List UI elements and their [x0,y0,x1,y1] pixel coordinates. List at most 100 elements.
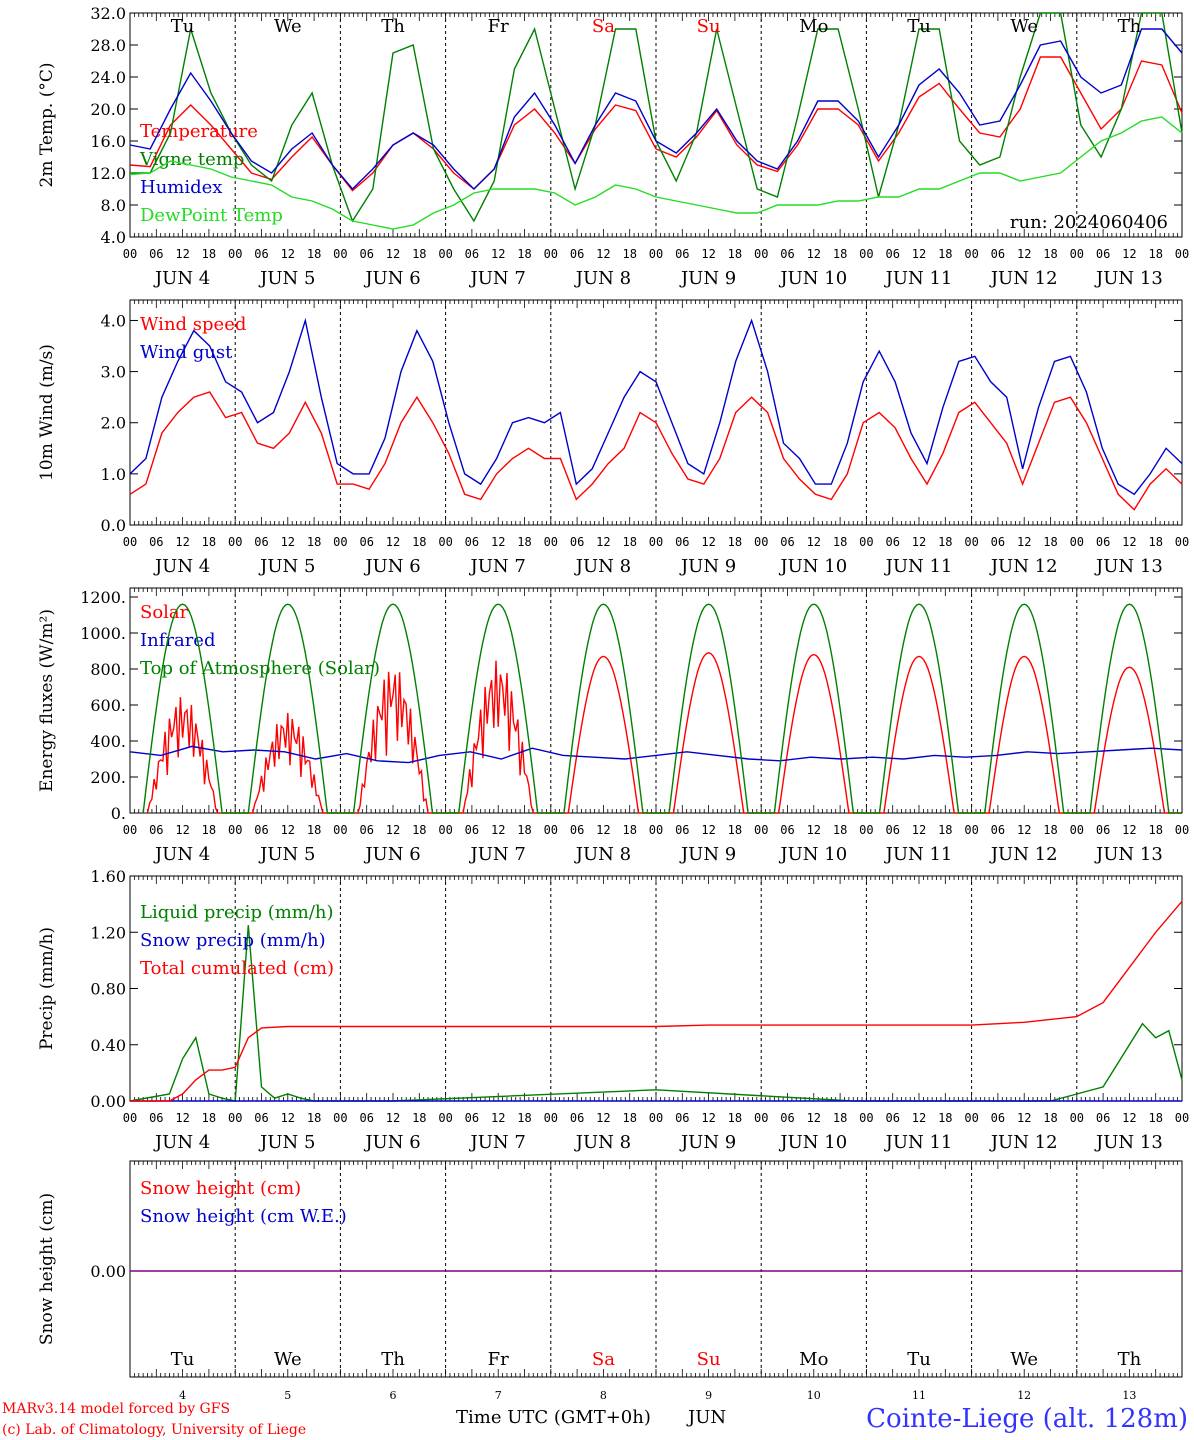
date-label: JUN 11 [884,268,953,289]
hour-tick-label: 06 [149,1111,163,1125]
hour-tick-label: 12 [491,247,505,261]
hour-tick-label: 06 [991,247,1005,261]
y-tick-label: 1.60 [90,867,126,886]
hour-tick-label: 18 [202,1111,216,1125]
hour-tick-label: 12 [1122,823,1136,837]
hour-tick-label: 00 [438,823,452,837]
day-number: 5 [284,1389,291,1402]
hour-tick-label: 18 [1148,247,1162,261]
hour-tick-label: 06 [465,823,479,837]
series-line [130,900,1183,1102]
hour-tick-label: 06 [780,823,794,837]
hour-tick-label: 00 [438,1111,452,1125]
date-label: JUN 10 [778,844,847,865]
hour-tick-label: 00 [123,247,137,261]
hour-tick-label: 18 [1148,823,1162,837]
station-label: Cointe-Liege (alt. 128m) [866,1404,1188,1434]
hour-tick-label: 00 [649,823,663,837]
hour-tick-label: 00 [123,1111,137,1125]
weekday-label: Sa [592,16,615,37]
legend-entry: DewPoint Temp [140,205,283,226]
hour-tick-label: 12 [491,823,505,837]
hour-tick-label: 18 [307,1111,321,1125]
hour-tick-label: 00 [1070,823,1084,837]
hour-tick-label: 00 [1175,1111,1189,1125]
hour-tick-label: 00 [333,1111,347,1125]
hour-tick-label: 12 [175,247,189,261]
weekday-label: Sa [592,1349,615,1370]
hour-tick-label: 12 [386,247,400,261]
y-tick-label: 32.0 [90,4,126,23]
weekday-label: We [1010,1349,1038,1370]
panel-frame [129,587,1183,814]
hour-tick-label: 18 [412,823,426,837]
panel-4: 0.00 0.40 0.80 1.20 1.60 Precip (mm/h) 00 06 12 1… [37,867,1189,1153]
legend-entry: Humidex [140,177,222,198]
y-axis-label: Precip (mm/h) [37,927,57,1050]
y-tick-label: 20.0 [90,100,126,119]
date-label: JUN 9 [679,1132,736,1153]
hour-tick-label: 06 [254,247,268,261]
weekday-label: Su [697,1349,721,1370]
date-label: JUN 13 [1094,1132,1163,1153]
hour-tick-label: 06 [1096,1111,1110,1125]
hour-tick-label: 00 [333,535,347,549]
hour-tick-label: 18 [517,823,531,837]
weekday-label: Fr [488,1349,509,1370]
hour-tick-label: 18 [728,1111,742,1125]
date-label: JUN 11 [884,556,953,577]
legend-entry: Wind speed [140,314,246,335]
date-label: JUN 12 [989,844,1058,865]
hour-tick-label: 06 [570,535,584,549]
hour-tick-label: 18 [307,823,321,837]
day-number: 11 [912,1389,926,1402]
hour-tick-label: 12 [386,1111,400,1125]
date-label: JUN 9 [679,268,736,289]
date-label: JUN 4 [153,556,210,577]
hour-tick-label: 18 [307,247,321,261]
date-label: JUN 11 [884,844,953,865]
weekday-label: Tu [171,1349,195,1370]
hour-tick-label: 12 [596,247,610,261]
y-axis-label: Energy fluxes (W/m²) [37,609,57,792]
hour-tick-label: 00 [544,247,558,261]
date-label: JUN 5 [258,268,315,289]
hour-tick-label: 06 [885,823,899,837]
hour-tick-label: 00 [544,823,558,837]
legend-entry: Snow height (cm W.E.) [140,1206,347,1227]
hour-tick-label: 12 [1017,535,1031,549]
hour-tick-label: 12 [596,1111,610,1125]
legend-entry: Infrared [140,630,215,651]
credit-line-1: MARv3.14 model forced by GFS [2,1401,230,1417]
hour-tick-label: 00 [649,1111,663,1125]
hour-tick-label: 18 [938,535,952,549]
weekday-label: Tu [907,16,931,37]
y-tick-label: 200. [90,768,126,787]
panel-2: 0.0 1.0 2.0 3.0 4.0 10m Wind (m/s) 00 06 12 18 JUN… [37,299,1189,577]
hour-tick-label: 00 [859,535,873,549]
hour-tick-label: 18 [938,823,952,837]
date-label: JUN 13 [1094,844,1163,865]
day-number: 9 [705,1389,712,1402]
y-tick-label: 1.0 [101,465,126,484]
weekday-label: Mo [799,1349,828,1370]
hour-tick-label: 06 [465,247,479,261]
hour-tick-label: 06 [780,535,794,549]
legend-entry: Total cumulated (cm) [140,958,334,979]
x-axis-label: Time UTC (GMT+0h) [456,1407,651,1428]
series-line [129,116,1183,230]
weekday-label: We [274,16,302,37]
date-label: JUN 12 [989,268,1058,289]
hour-tick-label: 06 [675,247,689,261]
hour-tick-label: 18 [202,535,216,549]
hour-tick-label: 00 [228,535,242,549]
hour-tick-label: 12 [491,1111,505,1125]
hour-tick-label: 06 [359,1111,373,1125]
hour-tick-label: 00 [1070,535,1084,549]
hour-tick-label: 06 [570,247,584,261]
date-label: JUN 4 [153,1132,210,1153]
hour-tick-label: 18 [622,535,636,549]
day-number: 6 [390,1389,397,1402]
hour-tick-label: 06 [1096,823,1110,837]
date-label: JUN 9 [679,844,736,865]
